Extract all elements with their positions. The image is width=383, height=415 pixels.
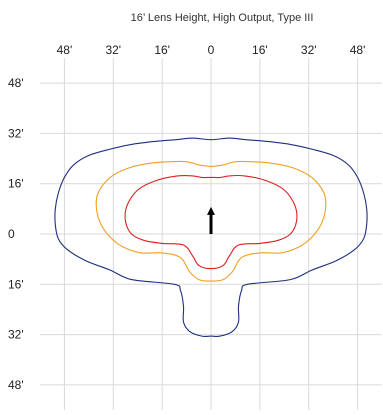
x-tick-label: 32': [301, 43, 317, 57]
y-tick-label: 16': [8, 277, 24, 291]
y-axis-ticks: 48' 32' 16' 0 16' 32' 48': [8, 76, 24, 392]
grid: [40, 58, 382, 410]
y-tick-label: 48': [8, 76, 24, 90]
arrow-head: [207, 206, 215, 215]
contour-line-1: [54, 137, 368, 338]
contour-line-3: [124, 174, 298, 270]
x-tick-label: 0: [208, 43, 215, 57]
x-tick-label: 48': [57, 43, 73, 57]
y-tick-label: 32': [8, 126, 24, 140]
contour-series: [54, 137, 368, 338]
x-tick-label: 48': [350, 43, 366, 57]
y-tick-label: 0: [8, 227, 15, 241]
direction-arrow: [207, 206, 215, 234]
y-tick-label: 32': [8, 328, 24, 342]
x-axis-ticks: 48' 32' 16' 0 16' 32' 48': [57, 43, 366, 57]
chart-title: 16’ Lens Height, High Output, Type III: [131, 12, 314, 24]
contour-line-2: [95, 160, 327, 282]
x-tick-label: 16': [154, 43, 170, 57]
x-tick-label: 32': [105, 43, 121, 57]
y-tick-label: 16': [8, 177, 24, 191]
x-tick-label: 16': [252, 43, 268, 57]
y-tick-label: 48': [8, 378, 24, 392]
